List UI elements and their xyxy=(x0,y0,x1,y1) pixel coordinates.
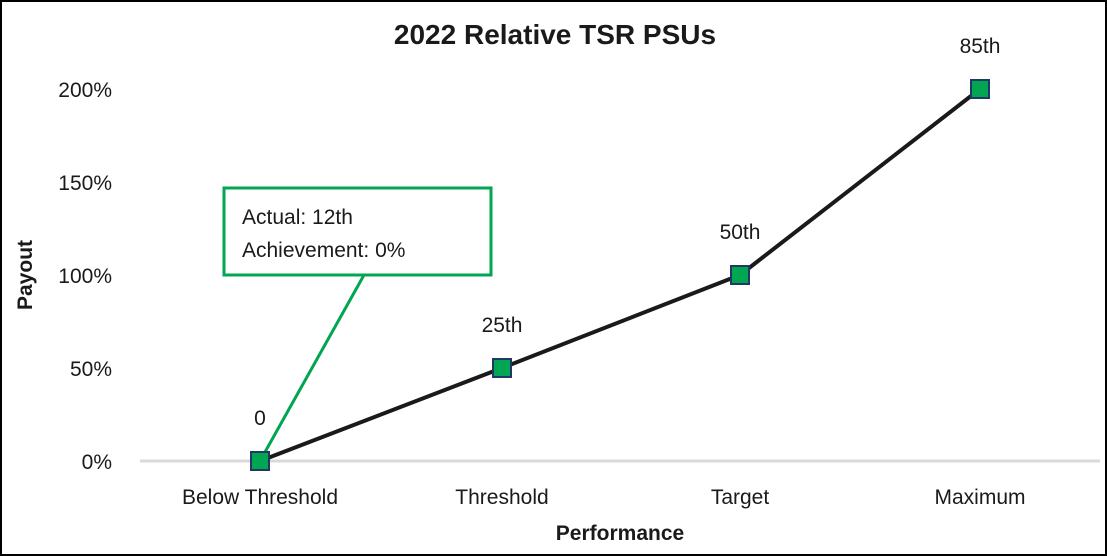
y-tick-label: 50% xyxy=(70,358,112,381)
point-label: 85th xyxy=(960,35,1001,58)
y-tick-label: 200% xyxy=(58,79,112,102)
point-labels: 0 25th 50th 85th xyxy=(254,35,1000,430)
callout-box xyxy=(222,186,493,277)
series-line xyxy=(259,87,982,463)
x-tick-label: Below Threshold xyxy=(182,486,338,509)
y-tick-label: 0% xyxy=(82,451,112,474)
payout-series xyxy=(250,79,990,471)
point-label: 50th xyxy=(720,221,761,244)
annotation-callout: Actual: 12th Achievement: 0% xyxy=(222,186,493,462)
data-point-marker xyxy=(492,358,512,378)
callout-text-line: Achievement: 0% xyxy=(242,239,405,262)
point-label: 0 xyxy=(254,407,266,430)
y-tick-label: 150% xyxy=(58,172,112,195)
data-point-marker xyxy=(970,79,990,99)
y-tick-label: 100% xyxy=(58,265,112,288)
x-tick-labels: Below Threshold Threshold Target Maximum xyxy=(182,486,1026,509)
y-axis-title: Payout xyxy=(14,240,37,310)
chart-title: 2022 Relative TSR PSUs xyxy=(394,19,716,50)
x-tick-label: Threshold xyxy=(455,486,548,509)
x-axis-title: Performance xyxy=(556,522,684,545)
x-tick-label: Target xyxy=(711,486,770,509)
data-point-marker xyxy=(730,265,750,285)
callout-leader-line xyxy=(258,274,366,462)
point-label: 25th xyxy=(482,314,523,337)
data-point-marker xyxy=(250,451,270,471)
callout-text-line: Actual: 12th xyxy=(242,206,353,229)
x-tick-label: Maximum xyxy=(934,486,1025,509)
y-tick-labels: 0% 50% 100% 150% 200% xyxy=(58,79,112,474)
